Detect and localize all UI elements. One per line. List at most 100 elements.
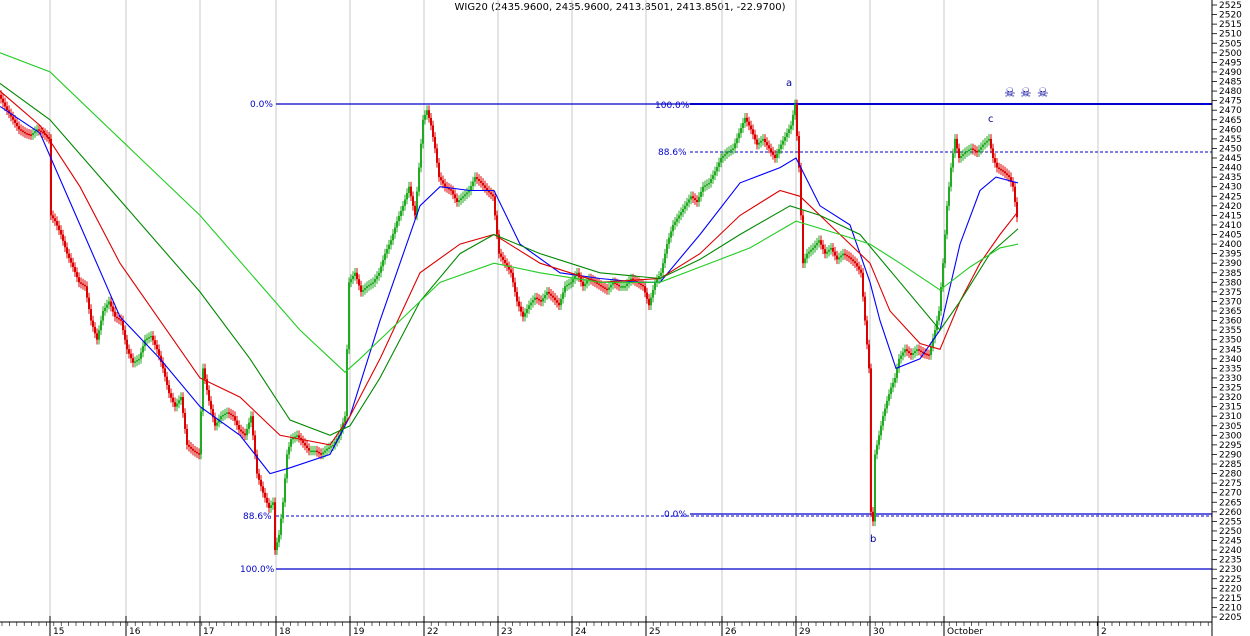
y-tick-label: 2360 bbox=[1219, 317, 1242, 327]
candle-body bbox=[770, 148, 772, 152]
candle-body bbox=[718, 162, 720, 167]
candle-body bbox=[50, 138, 52, 216]
candle-body bbox=[868, 344, 870, 369]
y-tick-label: 2445 bbox=[1219, 154, 1242, 164]
candle-body bbox=[644, 286, 646, 293]
candle-body bbox=[482, 182, 484, 186]
candle-body bbox=[498, 234, 500, 254]
candle-body bbox=[196, 451, 198, 454]
candle-body bbox=[866, 320, 868, 345]
y-tick-label: 2280 bbox=[1219, 470, 1242, 480]
candle-body bbox=[204, 368, 206, 380]
candle-body bbox=[858, 266, 860, 270]
y-tick-label: 2340 bbox=[1219, 355, 1242, 365]
candle-body bbox=[544, 295, 546, 299]
candle-body bbox=[368, 284, 370, 287]
candle-body bbox=[494, 196, 496, 216]
candle-body bbox=[784, 136, 786, 141]
y-tick-label: 2460 bbox=[1219, 125, 1242, 135]
candle-body bbox=[86, 286, 88, 298]
candle-body bbox=[888, 394, 890, 401]
y-tick-label: 2210 bbox=[1219, 603, 1242, 613]
y-tick-label: 2225 bbox=[1219, 575, 1242, 585]
candle-body bbox=[238, 425, 240, 430]
candle-body bbox=[750, 125, 752, 130]
candle-body bbox=[284, 478, 286, 503]
candle-body bbox=[534, 297, 536, 301]
candle-body bbox=[408, 186, 410, 194]
candle-body bbox=[360, 285, 362, 292]
candle-body bbox=[828, 249, 830, 252]
candle-body bbox=[670, 231, 672, 238]
candle-body bbox=[998, 167, 1000, 170]
y-tick-label: 2250 bbox=[1219, 527, 1242, 537]
y-tick-label: 2495 bbox=[1219, 58, 1242, 68]
candle-body bbox=[124, 330, 126, 340]
candle-body bbox=[538, 298, 540, 301]
candle-body bbox=[28, 133, 30, 136]
candle-body bbox=[550, 293, 552, 296]
candle-body bbox=[98, 330, 100, 340]
candle-body bbox=[120, 319, 122, 321]
y-tick-label: 2505 bbox=[1219, 39, 1242, 49]
candle-body bbox=[466, 192, 468, 195]
candle-body bbox=[68, 253, 70, 259]
candle-body bbox=[608, 287, 610, 290]
y-tick-label: 2270 bbox=[1219, 489, 1242, 499]
y-tick-label: 2315 bbox=[1219, 403, 1242, 413]
candle-body bbox=[788, 129, 790, 134]
candle-body bbox=[194, 450, 196, 453]
candle-body bbox=[316, 450, 318, 453]
candle-body bbox=[54, 218, 56, 222]
candle-body bbox=[632, 278, 634, 280]
candle-body bbox=[212, 409, 214, 418]
moving-averages bbox=[0, 52, 1019, 475]
candle-body bbox=[776, 153, 778, 158]
candle-body bbox=[186, 428, 188, 445]
candle-body bbox=[558, 302, 560, 306]
candle-body bbox=[168, 384, 170, 394]
fib-label-right-0: 0.0% bbox=[664, 510, 687, 520]
y-tick-label: 2500 bbox=[1219, 49, 1242, 59]
candle-body bbox=[0, 94, 2, 99]
candle-body bbox=[410, 186, 412, 197]
candle-body bbox=[358, 279, 360, 286]
candle-body bbox=[448, 187, 450, 190]
x-tick-label: 18 bbox=[279, 627, 291, 636]
candle-body bbox=[202, 368, 204, 412]
candle-body bbox=[662, 263, 664, 273]
candle-body bbox=[220, 416, 222, 420]
candle-body bbox=[892, 382, 894, 388]
skull-icon: ☠ bbox=[1004, 86, 1016, 101]
candle-body bbox=[720, 158, 722, 163]
candle-body bbox=[412, 196, 414, 206]
candle-body bbox=[364, 288, 366, 290]
candle-body bbox=[30, 134, 32, 136]
candle-body bbox=[176, 403, 178, 407]
candle-body bbox=[856, 263, 858, 267]
candle-body bbox=[830, 247, 832, 250]
fibonacci-levels: 0.0% 88.6% 100.0% 100.0% 88.6% 0.0% bbox=[240, 100, 1212, 575]
y-tick-label: 2205 bbox=[1219, 613, 1242, 623]
candle-body bbox=[102, 311, 104, 321]
candle-body bbox=[658, 275, 660, 280]
y-tick-label: 2300 bbox=[1219, 431, 1242, 441]
candle-body bbox=[258, 473, 260, 480]
candle-body bbox=[680, 212, 682, 216]
candle-body bbox=[964, 152, 966, 155]
candle-body bbox=[290, 439, 292, 447]
candle-body bbox=[782, 140, 784, 145]
candle-body bbox=[826, 251, 828, 254]
candle-body bbox=[130, 353, 132, 359]
candle-body bbox=[24, 131, 26, 134]
candle-body bbox=[982, 144, 984, 148]
candle-body bbox=[18, 126, 20, 130]
y-tick-label: 2470 bbox=[1219, 106, 1242, 116]
candle-body bbox=[630, 278, 632, 282]
candle-body bbox=[250, 416, 252, 423]
candle-body bbox=[504, 260, 506, 264]
candle-body bbox=[394, 227, 396, 234]
candle-body bbox=[642, 284, 644, 287]
candle-body bbox=[940, 287, 942, 311]
candle-body bbox=[934, 330, 936, 339]
